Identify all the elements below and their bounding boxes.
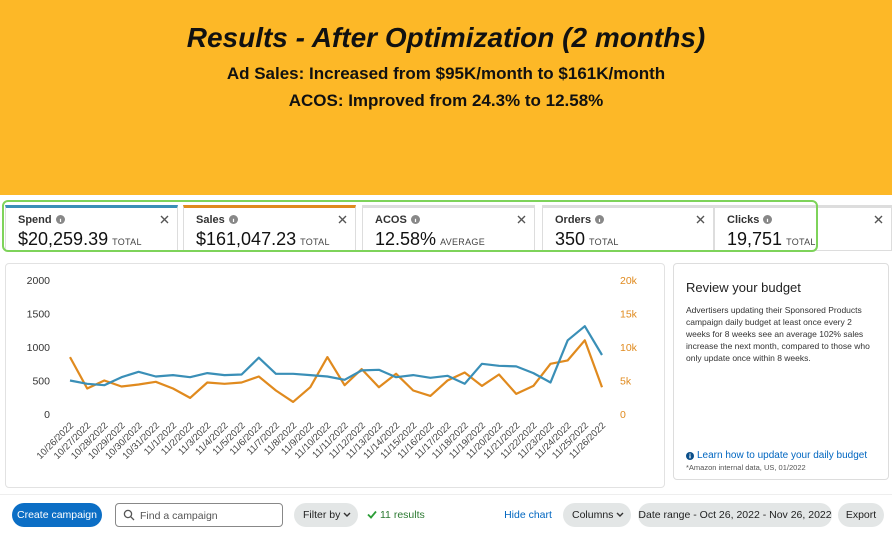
headline: Results - After Optimization (2 months) (186, 22, 706, 53)
info-icon (595, 215, 605, 224)
panel-text: Advertisers updating their Sponsored Pro… (686, 305, 870, 363)
budget-panel: Review your budget Advertisers updating … (673, 263, 889, 480)
y-tick-label: 10k (620, 342, 638, 354)
close-x (160, 215, 169, 224)
chevron (616, 512, 624, 517)
metric-card[interactable]: Orders 350 TOTAL (542, 205, 714, 251)
metric-card[interactable]: Clicks 19,751 TOTAL (714, 205, 892, 251)
export-button[interactable]: Export (838, 503, 884, 527)
search-icon (123, 509, 135, 521)
results-count: 11 results (380, 509, 425, 521)
banner (0, 0, 892, 195)
metric-number: $161,047.23 (196, 229, 297, 249)
create-button[interactable]: Create campaign (12, 503, 102, 527)
footnote: *Amazon internal data, US, 01/2022 (686, 463, 806, 472)
hide-chart-link[interactable]: Hide chart (504, 509, 552, 521)
metric-label: Sales (196, 214, 238, 226)
info-icon (55, 215, 65, 224)
y-tick-label: 15k (620, 309, 638, 321)
info-icon (410, 215, 420, 224)
info-mark (232, 218, 234, 222)
chart: 050010001500200005k10k15k20k10/26/202210… (27, 275, 638, 462)
info-icon (686, 452, 694, 460)
metric-value: $20,259.39 TOTAL (18, 229, 142, 250)
metric-unit: TOTAL (589, 237, 619, 247)
info-mark (598, 218, 601, 222)
toolbar: Create campaign Find a campaign Filter b… (0, 494, 892, 535)
check-icon (367, 510, 377, 519)
metric-value: 12.58% AVERAGE (375, 229, 485, 250)
y-tick-label: 0 (620, 409, 626, 421)
metric-unit: TOTAL (786, 237, 816, 247)
close-icon[interactable] (160, 215, 169, 224)
y-tick-label: 500 (32, 376, 50, 388)
date-range-button[interactable]: Date range - Oct 26, 2022 - Nov 26, 2022 (638, 503, 832, 527)
metric-label: Orders (555, 214, 605, 226)
metric-card[interactable]: ACOS 12.58% AVERAGE (362, 205, 535, 251)
metric-unit: AVERAGE (440, 237, 486, 247)
series-line (69, 339, 604, 403)
metric-unit: TOTAL (112, 237, 142, 247)
close-x (874, 215, 883, 224)
close-x (517, 215, 526, 224)
y-tick-label: 1000 (27, 342, 51, 354)
info-icon (763, 215, 773, 224)
metric-number: 19,751 (727, 229, 783, 249)
help-link[interactable]: Learn how to update your daily budget (697, 450, 868, 461)
metric-value: $161,047.23 TOTAL (196, 229, 330, 250)
close-icon[interactable] (338, 215, 347, 224)
summary-line: ACOS: Improved from 24.3% to 12.58% (288, 91, 604, 110)
chart-panel (5, 263, 665, 488)
y-tick-label: 0 (44, 409, 50, 421)
metric-card[interactable]: Spend $20,259.39 TOTAL (5, 205, 178, 251)
metric-number: 12.58% (375, 229, 437, 249)
metric-label: Clicks (727, 214, 773, 226)
metric-value: 19,751 TOTAL (727, 229, 816, 250)
chevron (343, 512, 351, 517)
metric-unit: TOTAL (300, 237, 330, 247)
info-icon (228, 215, 238, 224)
metric-card[interactable]: Sales $161,047.23 TOTAL (183, 205, 356, 251)
y-tick-label: 5k (620, 376, 632, 388)
info-mark (414, 218, 416, 222)
y-tick-label: 2000 (27, 275, 51, 287)
info-mark (59, 218, 61, 222)
metric-label: ACOS (375, 214, 420, 226)
summary-line: Ad Sales: Increased from $95K/month to $… (226, 64, 666, 83)
series-line (69, 325, 603, 387)
panel-title: Review your budget (686, 280, 801, 295)
info-mark (767, 218, 769, 222)
y-tick-label: 20k (620, 275, 638, 287)
metric-label: Spend (18, 214, 65, 226)
y-tick-label: 1500 (27, 309, 51, 321)
metric-value: 350 TOTAL (555, 229, 619, 250)
search-box[interactable]: Find a campaign (115, 503, 283, 527)
metric-number: $20,259.39 (18, 229, 109, 249)
close-icon[interactable] (874, 215, 883, 224)
metric-number: 350 (555, 229, 586, 249)
close-x (338, 215, 347, 224)
close-x (696, 215, 705, 224)
close-icon[interactable] (696, 215, 705, 224)
close-icon[interactable] (517, 215, 526, 224)
